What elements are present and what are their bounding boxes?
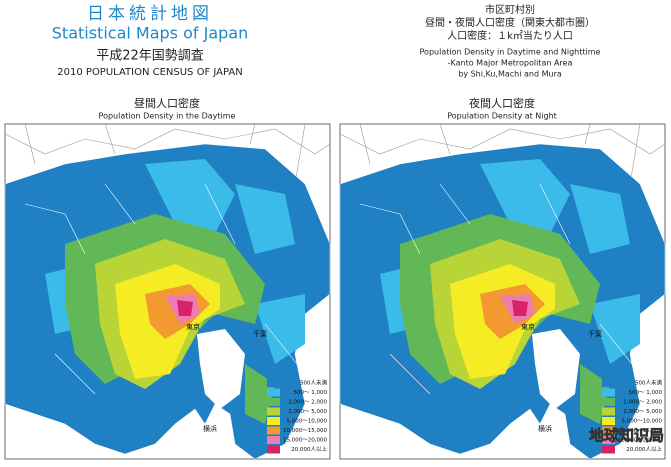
legend-swatch bbox=[602, 388, 615, 397]
legend-swatch bbox=[602, 379, 615, 387]
legend-swatch bbox=[602, 417, 615, 425]
map-title-en: Population Density in the Daytime bbox=[99, 112, 236, 121]
legend-swatch bbox=[267, 388, 280, 397]
legend-label: 5,000〜10,000 bbox=[287, 419, 328, 425]
legend-label: 2,000〜 5,000 bbox=[288, 409, 327, 415]
legend-swatch bbox=[602, 398, 615, 406]
subtitle-en: Population Density in Daytime and Nightt… bbox=[420, 48, 601, 57]
place-label: 東京 bbox=[186, 322, 200, 331]
place-label: 千葉 bbox=[253, 329, 267, 338]
legend-label: 1,000〜 2,000 bbox=[623, 400, 662, 406]
legend-swatch bbox=[267, 407, 280, 416]
place-label: 横浜 bbox=[203, 424, 217, 433]
legend-swatch bbox=[267, 417, 280, 425]
legend: 500人未満 500〜 1,000 1,000〜 2,000 2,000〜 5,000… bbox=[602, 379, 662, 454]
legend-swatch bbox=[267, 426, 280, 435]
legend-label: 5,000〜10,000 bbox=[622, 419, 663, 425]
map-body bbox=[4, 123, 331, 460]
legend-label: 500〜 1,000 bbox=[629, 390, 663, 396]
watermark: 地球知识局 bbox=[589, 427, 664, 445]
legend-swatch bbox=[602, 436, 615, 444]
legend-label: 20,000人以上 bbox=[626, 445, 662, 453]
place-label: 東京 bbox=[521, 322, 535, 331]
legend-swatch bbox=[267, 436, 280, 444]
title-en: Statistical Maps of Japan bbox=[52, 24, 248, 43]
map-title-ja: 昼間人口密度 bbox=[134, 96, 200, 110]
census-ja: 平成22年国勢調査 bbox=[96, 49, 204, 64]
legend-label: 10,000〜15,000 bbox=[618, 428, 662, 434]
subtitle: 昼間・夜間人口密度（関東大都市圏） bbox=[425, 16, 595, 29]
title-ja: 日本統計地図 bbox=[87, 4, 213, 24]
subtitle: 人口密度：１k㎡当たり人口 bbox=[447, 29, 573, 42]
place-label: 千葉 bbox=[588, 329, 602, 338]
legend-swatch bbox=[267, 445, 280, 454]
legend-label: 1,000〜 2,000 bbox=[288, 400, 327, 406]
subtitle: 市区町村別 bbox=[485, 3, 535, 16]
map-title-ja: 夜間人口密度 bbox=[469, 96, 535, 110]
legend-swatch bbox=[602, 445, 615, 454]
legend-swatch bbox=[267, 379, 280, 387]
legend-label: 500人未満 bbox=[300, 379, 327, 387]
legend-label: 2,000〜 5,000 bbox=[623, 409, 662, 415]
map-title-en: Population Density at Night bbox=[447, 112, 557, 121]
legend-label: 10,000〜15,000 bbox=[283, 428, 327, 434]
legend-swatch bbox=[602, 407, 615, 416]
legend-swatch bbox=[267, 398, 280, 406]
map-body bbox=[339, 123, 666, 460]
legend-label: 15,000〜20,000 bbox=[618, 438, 662, 444]
legend-label: 15,000〜20,000 bbox=[283, 438, 327, 444]
legend-label: 500人未満 bbox=[635, 379, 662, 387]
legend-label: 500〜 1,000 bbox=[294, 390, 328, 396]
legend: 500人未満 500〜 1,000 1,000〜 2,000 2,000〜 5,000… bbox=[267, 379, 327, 454]
legend-label: 20,000人以上 bbox=[291, 445, 327, 453]
subtitle-en: by Shi,Ku,Machi and Mura bbox=[458, 70, 562, 79]
subtitle-en: -Kanto Major Metropolitan Area bbox=[448, 59, 573, 68]
legend-swatch bbox=[602, 426, 615, 435]
place-label: 横浜 bbox=[538, 424, 552, 433]
census-en: 2010 POPULATION CENSUS OF JAPAN bbox=[57, 67, 242, 78]
